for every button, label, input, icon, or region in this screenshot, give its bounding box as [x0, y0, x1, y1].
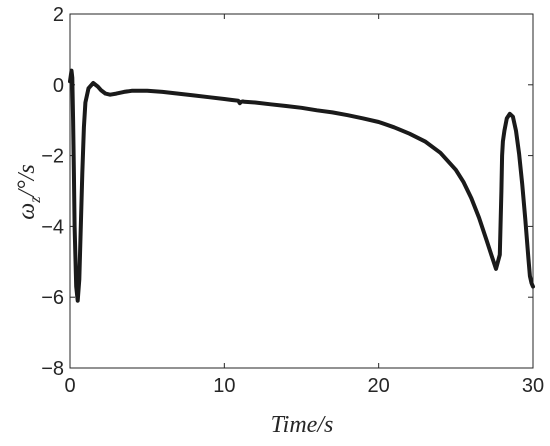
y-tick-label: −4: [41, 216, 64, 238]
series-line: [68, 68, 535, 303]
y-tick-label: −2: [41, 146, 64, 168]
x-tick-label: 20: [368, 375, 390, 397]
y-axis-title-main: ω: [14, 203, 40, 220]
y-tick-label: −6: [41, 287, 64, 309]
x-tick-label: 0: [64, 375, 75, 397]
y-tick-label: 2: [53, 4, 64, 26]
y-axis-title-unit: /°/s: [14, 164, 40, 198]
y-axis-title-sub: z: [27, 196, 44, 204]
y-tick-label: 0: [53, 75, 64, 97]
series-layer: [68, 68, 535, 303]
axes: [69, 13, 534, 369]
y-axis-title: ωz/°/s: [14, 164, 44, 219]
x-axis-title: Time/s: [271, 412, 334, 438]
tick-labels: 0 10 20 30 −8 −6 −4 −2 0 2: [41, 4, 544, 397]
plot-frame: [69, 13, 534, 369]
x-tick-label: 10: [213, 375, 235, 397]
y-tick-label: −8: [41, 358, 64, 380]
x-tick-label: 30: [522, 375, 544, 397]
